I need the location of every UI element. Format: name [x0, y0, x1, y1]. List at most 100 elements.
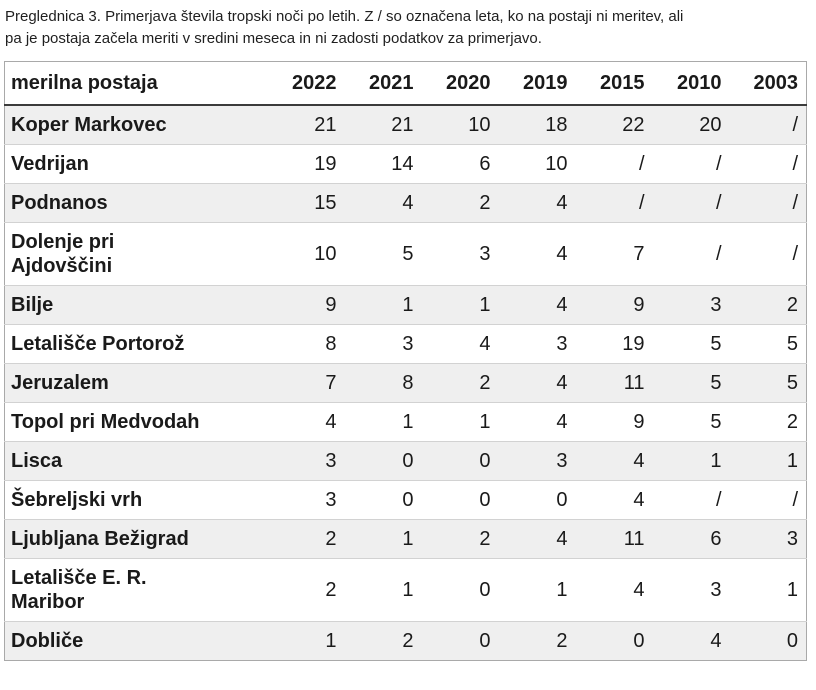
value-cell: 3 [652, 285, 730, 325]
value-cell: 14 [344, 144, 422, 184]
value-cell: 0 [575, 621, 653, 661]
value-cell: 0 [421, 621, 499, 661]
value-cell: 0 [421, 441, 499, 481]
value-cell: / [729, 480, 807, 520]
value-cell: 6 [652, 519, 730, 559]
value-cell: 3 [498, 441, 576, 481]
value-cell: 0 [729, 621, 807, 661]
station-name: Jeruzalem [4, 363, 268, 403]
value-cell: / [729, 222, 807, 286]
caption-line-1: Preglednica 3. Primerjava števila tropsk… [5, 8, 684, 25]
value-cell: 2 [421, 519, 499, 559]
value-cell: 4 [575, 441, 653, 481]
station-name: Topol pri Medvodah [4, 402, 268, 442]
value-cell: 5 [652, 324, 730, 364]
station-name: Letališče Portorož [4, 324, 268, 364]
column-header-station: merilna postaja [4, 61, 268, 106]
value-cell: 0 [498, 480, 576, 520]
station-name: Koper Markovec [4, 104, 268, 145]
value-cell: / [652, 183, 730, 223]
table-row: Ljubljana Bežigrad 2 1 2 4 11 6 3 [4, 519, 807, 559]
table-row: Letališče Portorož 8 3 4 3 19 5 5 [4, 324, 807, 364]
value-cell: 4 [498, 285, 576, 325]
table-row: Dolenje pri Ajdovščini 10 5 3 4 7// [4, 222, 807, 286]
value-cell: 6 [421, 144, 499, 184]
value-cell: 21 [267, 104, 345, 145]
table-row: Topol pri Medvodah 4 1 1 4 9 5 2 [4, 402, 807, 442]
table-row: Jeruzalem 7 8 2 4 11 5 5 [4, 363, 807, 403]
value-cell: / [729, 104, 807, 145]
value-cell: 2 [498, 621, 576, 661]
value-cell: / [652, 144, 730, 184]
value-cell: 2 [344, 621, 422, 661]
value-cell: 2 [729, 402, 807, 442]
value-cell: 8 [267, 324, 345, 364]
value-cell: 10 [267, 222, 345, 286]
value-cell: 1 [729, 441, 807, 481]
column-header-2022: 2022 [267, 61, 345, 106]
station-name: Letališče E. R. Maribor [4, 558, 268, 622]
table-row: Šebreljski vrh 3 0 0 0 4// [4, 480, 807, 520]
station-name: Dolenje pri Ajdovščini [4, 222, 268, 286]
value-cell: 5 [729, 363, 807, 403]
column-header-2019: 2019 [498, 61, 576, 106]
value-cell: / [575, 183, 653, 223]
header-row: merilna postaja 2022 2021 2020 2019 2015… [4, 61, 807, 106]
value-cell: 2 [267, 558, 345, 622]
value-cell: / [575, 144, 653, 184]
value-cell: 1 [344, 285, 422, 325]
station-name: Dobliče [4, 621, 268, 661]
value-cell: 1 [344, 519, 422, 559]
value-cell: 11 [575, 363, 653, 403]
table-row: Dobliče 1 2 0 2 0 4 0 [4, 621, 807, 661]
value-cell: 2 [729, 285, 807, 325]
value-cell: 2 [421, 363, 499, 403]
value-cell: 9 [575, 402, 653, 442]
station-name: Vedrijan [4, 144, 268, 184]
value-cell: 4 [575, 480, 653, 520]
value-cell: 4 [498, 183, 576, 223]
value-cell: 4 [344, 183, 422, 223]
caption-line-2: pa je postaja začela meriti v sredini me… [5, 30, 542, 47]
value-cell: 0 [344, 441, 422, 481]
table-row: Koper Markovec 21 21 10 18 22 20/ [4, 104, 807, 145]
table-row: Bilje 9 1 1 4 9 3 2 [4, 285, 807, 325]
value-cell: 1 [421, 402, 499, 442]
column-header-2020: 2020 [421, 61, 499, 106]
value-cell: / [729, 144, 807, 184]
value-cell: 3 [267, 480, 345, 520]
table-row: Letališče E. R. Maribor 2 1 0 1 4 3 1 [4, 558, 807, 622]
value-cell: 5 [344, 222, 422, 286]
value-cell: / [652, 222, 730, 286]
table-row: Lisca 3 0 0 3 4 1 1 [4, 441, 807, 481]
value-cell: 5 [729, 324, 807, 364]
value-cell: 15 [267, 183, 345, 223]
value-cell: 4 [652, 621, 730, 661]
value-cell: 3 [498, 324, 576, 364]
station-name: Šebreljski vrh [4, 480, 268, 520]
value-cell: 3 [729, 519, 807, 559]
value-cell: 3 [344, 324, 422, 364]
value-cell: 10 [498, 144, 576, 184]
value-cell: / [652, 480, 730, 520]
value-cell: 4 [421, 324, 499, 364]
value-cell: 21 [344, 104, 422, 145]
value-cell: 4 [575, 558, 653, 622]
value-cell: 1 [729, 558, 807, 622]
value-cell: 0 [421, 558, 499, 622]
value-cell: 1 [498, 558, 576, 622]
station-name: Ljubljana Bežigrad [4, 519, 268, 559]
value-cell: 9 [575, 285, 653, 325]
value-cell: 7 [267, 363, 345, 403]
column-header-2010: 2010 [652, 61, 730, 106]
value-cell: 4 [267, 402, 345, 442]
table-row: Vedrijan 19 14 6 10// / [4, 144, 807, 184]
value-cell: 5 [652, 402, 730, 442]
table-caption: Preglednica 3. Primerjava števila tropsk… [5, 6, 816, 50]
value-cell: 4 [498, 222, 576, 286]
value-cell: 4 [498, 402, 576, 442]
value-cell: 1 [344, 402, 422, 442]
value-cell: 2 [421, 183, 499, 223]
value-cell: 8 [344, 363, 422, 403]
value-cell: 19 [575, 324, 653, 364]
